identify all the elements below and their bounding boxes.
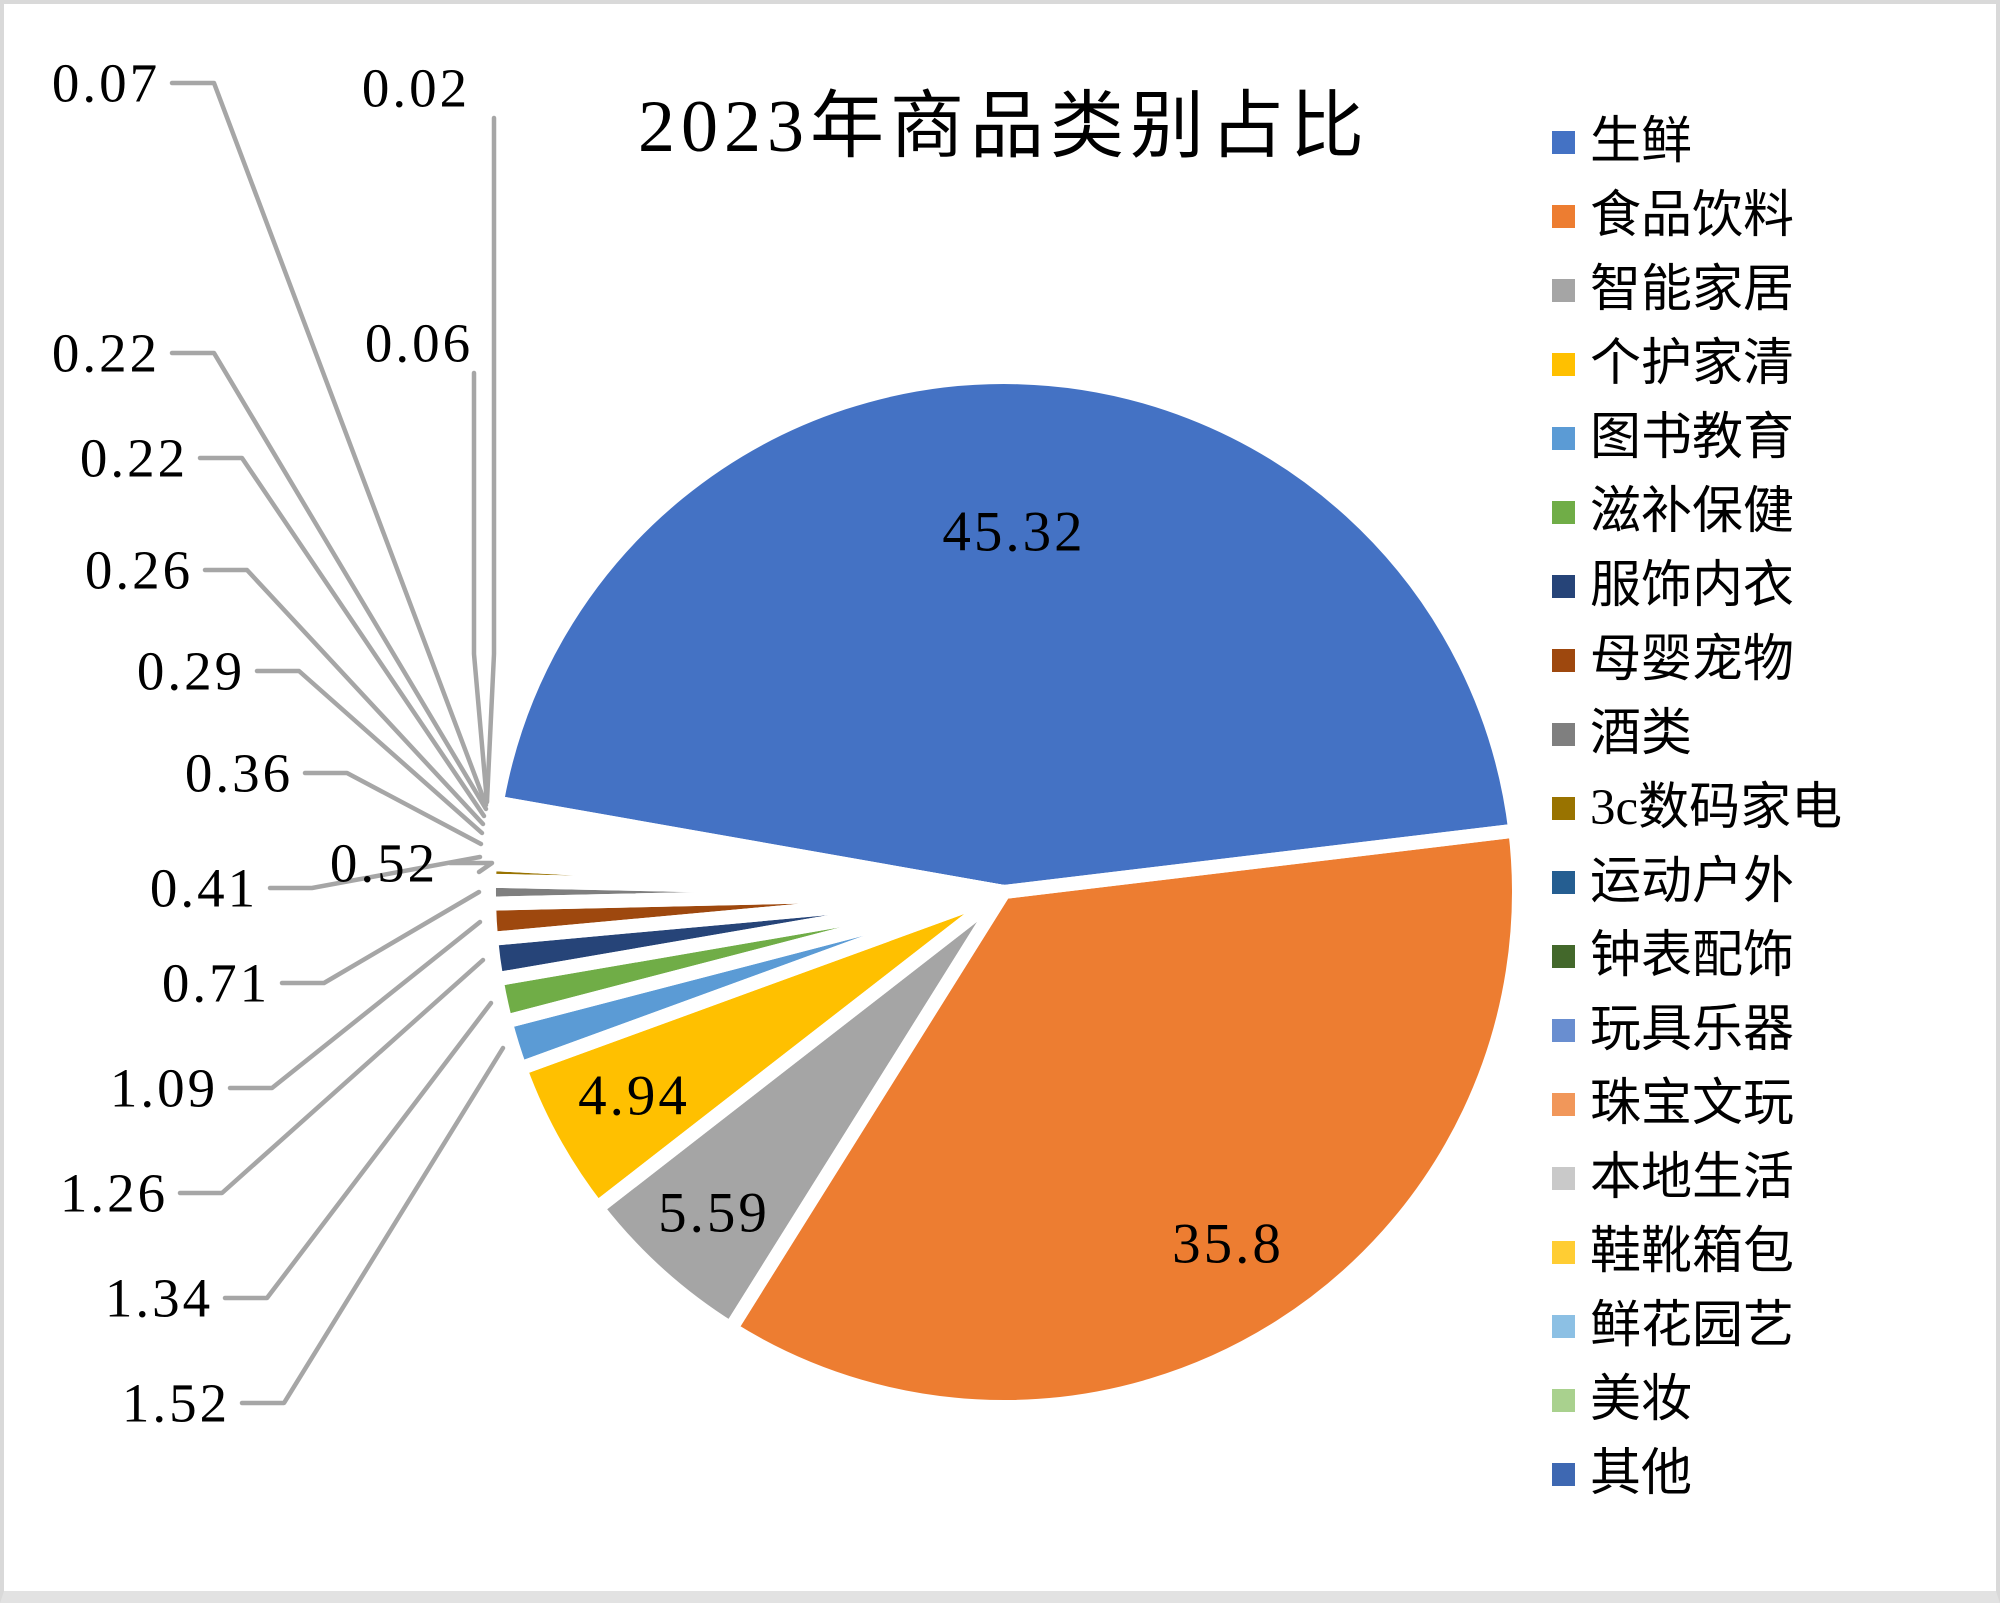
legend-item-本地生活[interactable]: 本地生活 — [1552, 1141, 1842, 1215]
leader-line-滋补保健 — [225, 1003, 491, 1298]
legend-item-生鲜[interactable]: 生鲜 — [1552, 105, 1842, 179]
legend-swatch — [1552, 501, 1575, 524]
leader-line-其他 — [487, 118, 494, 801]
data-label-图书教育: 1.52 — [122, 1373, 230, 1434]
pie-slice-生鲜[interactable] — [497, 377, 1516, 892]
legend-label: 玩具乐器 — [1590, 1005, 1794, 1056]
legend-label: 其他 — [1590, 1449, 1692, 1500]
legend-label: 美妆 — [1590, 1375, 1692, 1426]
legend-label: 个护家清 — [1590, 339, 1794, 390]
legend-item-钟表配饰[interactable]: 钟表配饰 — [1552, 919, 1842, 993]
legend-swatch — [1552, 797, 1575, 820]
data-label-美妆: 0.06 — [365, 313, 473, 374]
legend-swatch — [1552, 205, 1575, 228]
legend-item-鲜花园艺[interactable]: 鲜花园艺 — [1552, 1289, 1842, 1363]
legend-swatch — [1552, 649, 1575, 672]
data-label-3c数码家电: 0.52 — [330, 833, 438, 894]
legend-label: 图书教育 — [1590, 413, 1794, 464]
data-label-本地生活: 0.22 — [80, 428, 188, 489]
data-label-生鲜: 45.32 — [942, 501, 1085, 564]
legend-item-智能家居[interactable]: 智能家居 — [1552, 253, 1842, 327]
legend-swatch — [1552, 353, 1575, 376]
legend-item-3c数码家电[interactable]: 3c数码家电 — [1552, 771, 1842, 845]
legend-swatch — [1552, 945, 1575, 968]
legend-swatch — [1552, 1463, 1575, 1486]
data-label-鞋靴箱包: 0.22 — [52, 323, 160, 384]
data-label-钟表配饰: 0.36 — [185, 743, 293, 804]
data-label-玩具乐器: 0.29 — [137, 641, 245, 702]
legend-label: 滋补保健 — [1590, 487, 1794, 538]
legend-item-服饰内衣[interactable]: 服饰内衣 — [1552, 549, 1842, 623]
legend-item-运动户外[interactable]: 运动户外 — [1552, 845, 1842, 919]
data-label-珠宝文玩: 0.26 — [85, 540, 193, 601]
legend-swatch — [1552, 1389, 1575, 1412]
legend-label: 本地生活 — [1590, 1153, 1794, 1204]
legend-label: 珠宝文玩 — [1590, 1079, 1794, 1130]
legend-swatch — [1552, 1019, 1575, 1042]
legend-label: 3c数码家电 — [1590, 783, 1842, 834]
legend-swatch — [1552, 131, 1575, 154]
leader-line-美妆 — [474, 373, 487, 802]
legend-item-滋补保健[interactable]: 滋补保健 — [1552, 475, 1842, 549]
data-label-酒类: 0.71 — [162, 953, 270, 1014]
legend-swatch — [1552, 871, 1575, 894]
data-label-母婴宠物: 1.09 — [110, 1058, 218, 1119]
data-label-其他: 0.02 — [362, 58, 470, 119]
legend-label: 食品饮料 — [1590, 191, 1794, 242]
legend-label: 鞋靴箱包 — [1590, 1227, 1794, 1278]
data-label-食品饮料: 35.8 — [1172, 1213, 1284, 1276]
legend-item-美妆[interactable]: 美妆 — [1552, 1363, 1842, 1437]
legend-item-图书教育[interactable]: 图书教育 — [1552, 401, 1842, 475]
chart-title: 2023年商品类别占比 — [638, 66, 1370, 173]
data-label-服饰内衣: 1.26 — [60, 1163, 168, 1224]
legend-item-鞋靴箱包[interactable]: 鞋靴箱包 — [1552, 1215, 1842, 1289]
data-label-个护家清: 4.94 — [578, 1065, 690, 1128]
legend-label: 鲜花园艺 — [1590, 1301, 1794, 1352]
leader-line-鞋靴箱包 — [172, 353, 486, 809]
data-label-滋补保健: 1.34 — [105, 1268, 213, 1329]
legend-item-酒类[interactable]: 酒类 — [1552, 697, 1842, 771]
leader-line-酒类 — [282, 892, 479, 983]
legend-label: 智能家居 — [1590, 265, 1794, 316]
legend-item-食品饮料[interactable]: 食品饮料 — [1552, 179, 1842, 253]
data-label-鲜花园艺: 0.07 — [52, 53, 160, 114]
legend-item-其他[interactable]: 其他 — [1552, 1437, 1842, 1511]
legend-label: 服饰内衣 — [1590, 561, 1794, 612]
legend-label: 运动户外 — [1590, 857, 1794, 908]
data-label-智能家居: 5.59 — [658, 1182, 770, 1245]
legend-label: 母婴宠物 — [1590, 635, 1794, 686]
legend-swatch — [1552, 1315, 1575, 1338]
legend-label: 生鲜 — [1590, 117, 1692, 168]
data-label-运动户外: 0.41 — [150, 858, 258, 919]
legend-swatch — [1552, 723, 1575, 746]
legend-item-玩具乐器[interactable]: 玩具乐器 — [1552, 993, 1842, 1067]
legend-item-个护家清[interactable]: 个护家清 — [1552, 327, 1842, 401]
legend-swatch — [1552, 575, 1575, 598]
leader-line-图书教育 — [242, 1048, 503, 1403]
legend-swatch — [1552, 427, 1575, 450]
legend-item-母婴宠物[interactable]: 母婴宠物 — [1552, 623, 1842, 697]
legend-swatch — [1552, 1241, 1575, 1264]
legend-label: 酒类 — [1590, 709, 1692, 760]
legend-label: 钟表配饰 — [1590, 931, 1794, 982]
legend-swatch — [1552, 1093, 1575, 1116]
legend-swatch — [1552, 1167, 1575, 1190]
legend-item-珠宝文玩[interactable]: 珠宝文玩 — [1552, 1067, 1842, 1141]
legend: 生鲜食品饮料智能家居个护家清图书教育滋补保健服饰内衣母婴宠物酒类 3c数码家电运动… — [1552, 105, 1842, 1511]
legend-swatch — [1552, 279, 1575, 302]
